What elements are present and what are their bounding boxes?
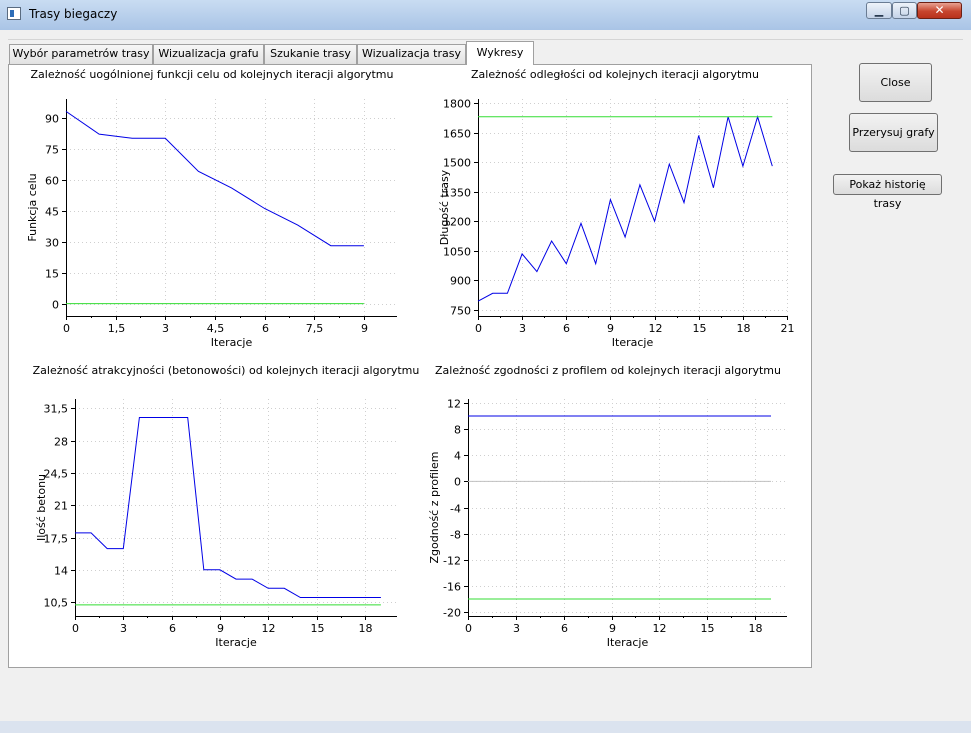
chart-1-x-tick-label: 4,5	[207, 322, 225, 335]
chart-3-y-tick-label: 17,5	[44, 533, 69, 546]
chart-2-y-tick-label: 1500	[443, 157, 471, 170]
taskbar-strip	[0, 721, 971, 733]
chart-1-y-tick-label: 15	[45, 268, 59, 281]
chart-4-title: Zależność zgodności z profilem od kolejn…	[435, 364, 781, 377]
chart-3-series-1-line	[75, 417, 381, 598]
window-title: Trasy biegaczy	[29, 7, 118, 21]
chart-1-x-tick-label: 6	[262, 322, 269, 335]
tab-wykresy[interactable]: Wykresy	[466, 41, 534, 65]
chart-2-x-tick-label: 0	[475, 322, 482, 335]
chart-2-y-tick-label: 1800	[443, 98, 471, 111]
minimize-button[interactable]: ▁	[866, 2, 892, 19]
chart-1-x-tick-label: 3	[162, 322, 169, 335]
chart-1-x-tick-label: 0	[63, 322, 70, 335]
chart-2-y-axis-label: Długość trasy	[438, 169, 451, 245]
chart-4-x-tick-label: 9	[609, 622, 616, 635]
chart-3-y-tick-label: 10,5	[44, 597, 69, 610]
tab-szukanie-trasy[interactable]: Szukanie trasy	[264, 44, 357, 64]
chart-3-title: Zależność atrakcyjności (betonowości) od…	[33, 364, 420, 377]
chart-3-x-tick-label: 6	[169, 622, 176, 635]
chart-3-x-tick-label: 15	[311, 622, 325, 635]
chart-3-x-tick-label: 12	[262, 622, 276, 635]
redraw-graphs-button[interactable]: Przerysuj grafy	[849, 113, 938, 152]
chart-4-x-tick-label: 15	[701, 622, 715, 635]
chart-3-x-tick-label: 3	[120, 622, 127, 635]
chart-2-title: Zależność odległości od kolejnych iterac…	[471, 68, 759, 81]
chart-1-x-tick-label: 7,5	[306, 322, 324, 335]
chart-2-y-tick-label: 1200	[443, 216, 471, 229]
title-bar: Trasy biegaczy ▁ ▢ ✕	[0, 0, 971, 30]
chart-1-series-1-line	[65, 110, 364, 247]
chart-2-x-tick-label: 15	[693, 322, 707, 335]
close-button[interactable]: Close	[859, 63, 932, 102]
chart-3-x-axis-label: Iteracje	[215, 636, 257, 649]
chart-2-x-tick-label: 3	[519, 322, 526, 335]
chart-1-y-tick-label: 75	[45, 144, 59, 157]
chart-2-x-tick-label: 9	[607, 322, 614, 335]
chart-3-x-tick-label: 18	[359, 622, 373, 635]
show-route-history-button[interactable]: Pokaż historię trasy	[833, 174, 942, 210]
chart-3-x-tick-label: 9	[217, 622, 224, 635]
chart-2-y-tick-label: 1650	[443, 128, 471, 141]
menu-bar	[8, 30, 963, 40]
chart-3-y-tick-label: 21	[54, 500, 68, 513]
chart-4-plot-area	[468, 399, 787, 616]
chart-4-x-tick-label: 6	[561, 622, 568, 635]
chart-1-y-tick-label: 90	[45, 113, 59, 126]
chart-4-y-tick-label: 4	[454, 450, 461, 463]
chart-1-plot-area	[66, 99, 397, 316]
chart-4-x-tick-label: 12	[653, 622, 667, 635]
chart-3-y-axis-label: Ilość betonu	[35, 474, 48, 541]
chart-4-x-tick-label: 3	[513, 622, 520, 635]
chart-1-y-tick-label: 45	[45, 206, 59, 219]
chart-2-series-1-line	[477, 115, 773, 302]
chart-4-y-tick-label: -20	[443, 607, 461, 620]
chart-4-y-tick-label: 8	[454, 424, 461, 437]
chart-3-y-tick-label: 24,5	[44, 468, 69, 481]
chart-2-x-tick-label: 21	[781, 322, 795, 335]
tab-wizualizacja-grafu[interactable]: Wizualizacja grafu	[153, 44, 264, 64]
chart-3-y-tick-label: 31,5	[44, 403, 69, 416]
chart-1-y-tick-label: 60	[45, 175, 59, 188]
chart-2-y-tick-label: 1050	[443, 246, 471, 259]
chart-2-y-tick-label: 900	[450, 275, 471, 288]
chart-4-x-tick-label: 0	[465, 622, 472, 635]
chart-1-title: Zależność uogólnionej funkcji celu od ko…	[31, 68, 394, 81]
chart-3-y-tick-label: 28	[54, 436, 68, 449]
tab-wizualizacja-trasy[interactable]: Wizualizacja trasy	[357, 44, 466, 64]
chart-4-x-axis-label: Iteracje	[607, 636, 649, 649]
chart-4-y-tick-label: -12	[443, 555, 461, 568]
chart-3-y-tick-label: 14	[54, 565, 68, 578]
chart-1-y-axis-label: Funkcja celu	[26, 173, 39, 241]
chart-2-plot-area	[478, 99, 787, 316]
chart-4-x-tick-label: 18	[749, 622, 763, 635]
tab-wybor-parametrow[interactable]: Wybór parametrów trasy	[9, 44, 153, 64]
chart-2-x-tick-label: 12	[649, 322, 663, 335]
chart-1-y-tick-label: 30	[45, 237, 59, 250]
chart-1-x-axis-label: Iteracje	[211, 336, 253, 349]
chart-1-y-tick-label: 0	[52, 299, 59, 312]
chart-2-y-tick-label: 1350	[443, 187, 471, 200]
chart-4-y-tick-label: -8	[450, 529, 461, 542]
chart-4-y-tick-label: 0	[454, 476, 461, 489]
chart-4-y-tick-label: -4	[450, 503, 461, 516]
chart-4-y-tick-label: -16	[443, 581, 461, 594]
chart-4-y-tick-label: 12	[447, 398, 461, 411]
chart-1-x-tick-label: 9	[361, 322, 368, 335]
chart-3-x-tick-label: 0	[72, 622, 79, 635]
chart-2-y-tick-label: 750	[450, 305, 471, 318]
maximize-button[interactable]: ▢	[892, 2, 917, 19]
chart-2-x-tick-label: 6	[563, 322, 570, 335]
app-icon	[7, 7, 21, 20]
chart-4-y-axis-label: Zgodność z profilem	[428, 452, 441, 564]
close-window-button[interactable]: ✕	[917, 2, 962, 19]
chart-1-x-tick-label: 1,5	[108, 322, 126, 335]
chart-2-x-axis-label: Iteracje	[612, 336, 654, 349]
chart-2-x-tick-label: 18	[737, 322, 751, 335]
